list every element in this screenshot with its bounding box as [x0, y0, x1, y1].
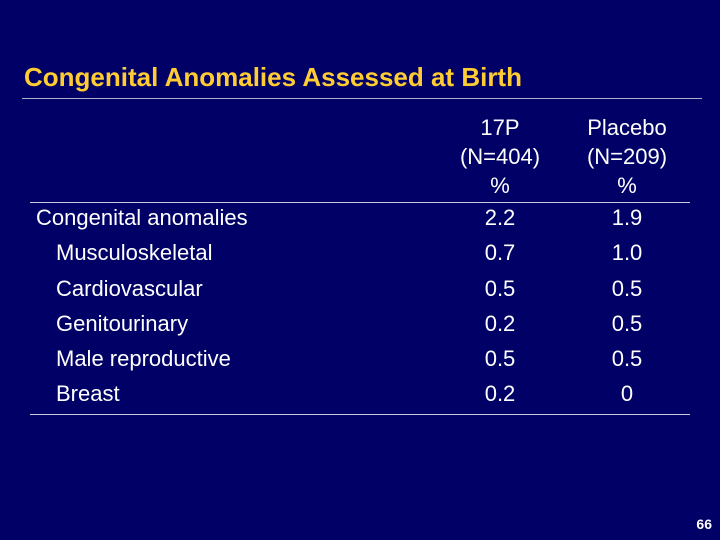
table-body: Congenital anomalies 2.2 1.9 Musculoskel…	[0, 202, 720, 414]
cell-17p: 0.7	[484, 240, 516, 266]
row-label: Breast	[56, 381, 120, 407]
cell-17p: 0.5	[484, 346, 516, 372]
row-label: Cardiovascular	[56, 275, 203, 301]
row-label: Male reproductive	[56, 346, 231, 372]
cell-17p: 0.2	[484, 310, 516, 336]
column-header-17p-unit: %	[490, 173, 510, 198]
table-row: Male reproductive 0.5 0.5	[0, 343, 720, 378]
table-row: Genitourinary 0.2 0.5	[0, 308, 720, 343]
header-divider	[30, 202, 690, 203]
cell-placebo: 0	[620, 381, 634, 407]
cell-placebo: 0.5	[611, 275, 643, 301]
table-row: Breast 0.2 0	[0, 378, 720, 413]
column-header-placebo-name: Placebo	[587, 115, 667, 140]
row-label: Musculoskeletal	[56, 240, 213, 266]
slide-title: Congenital Anomalies Assessed at Birth	[24, 62, 522, 92]
cell-placebo: 0.5	[611, 346, 643, 372]
cell-17p: 0.5	[484, 275, 516, 301]
cell-placebo: 0.5	[611, 310, 643, 336]
row-label: Genitourinary	[56, 310, 189, 336]
column-header-17p-name: 17P	[480, 115, 520, 140]
column-header-placebo-n: (N=209)	[586, 144, 668, 169]
cell-17p: 2.2	[484, 205, 516, 230]
table-row: Cardiovascular 0.5 0.5	[0, 273, 720, 308]
cell-placebo: 1.9	[611, 205, 643, 230]
column-header-17p: 17P (N=404) %	[445, 113, 555, 200]
table-bottom-divider	[30, 414, 690, 415]
column-header-17p-n: (N=404)	[459, 144, 541, 169]
page-number: 66	[696, 516, 712, 532]
cell-placebo: 1.0	[611, 240, 643, 266]
column-header-placebo: Placebo (N=209) %	[572, 113, 682, 200]
title-divider	[22, 98, 702, 99]
cell-17p: 0.2	[484, 381, 516, 407]
row-label: Congenital anomalies	[36, 205, 248, 230]
table-row: Musculoskeletal 0.7 1.0	[0, 237, 720, 272]
table-row: Congenital anomalies 2.2 1.9	[0, 202, 720, 237]
column-header-placebo-unit: %	[617, 173, 637, 198]
